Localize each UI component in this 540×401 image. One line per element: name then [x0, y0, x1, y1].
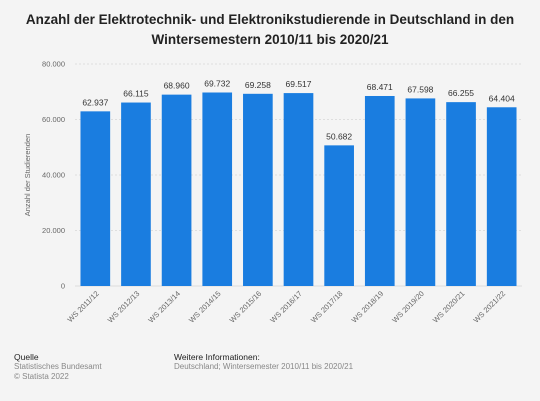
- x-tick-label: WS 2017/18: [309, 289, 345, 325]
- bar: [486, 107, 517, 286]
- data-label: 64.404: [489, 93, 515, 103]
- y-axis-ticks: 0 20.000 40.000 60.000 80.000: [42, 60, 65, 291]
- y-tick-label: 40.000: [42, 171, 65, 180]
- data-label: 66.115: [123, 89, 149, 99]
- bar: [405, 98, 436, 286]
- bar: [161, 94, 192, 286]
- data-label: 62.937: [82, 97, 108, 107]
- bar: [364, 95, 395, 286]
- x-tick-label: WS 2018/19: [350, 289, 386, 325]
- data-label: 69.732: [204, 78, 230, 88]
- bar: [446, 102, 476, 287]
- info-line: Deutschland; Wintersemester 2010/11 bis …: [174, 362, 354, 371]
- copyright-line: © Statista 2022: [14, 372, 69, 381]
- info-heading: Weitere Informationen:: [174, 352, 260, 362]
- data-label: 69.517: [286, 79, 312, 89]
- data-label: 68.471: [367, 82, 393, 92]
- y-tick-label: 60.000: [42, 115, 65, 124]
- data-labels: 62.937 66.115 68.960 69.732 69.258 69.517 50.6…: [82, 78, 515, 141]
- bar: [202, 92, 233, 286]
- source-heading: Quelle: [14, 352, 39, 362]
- data-label: 69.258: [245, 80, 271, 90]
- bar: [324, 145, 354, 286]
- source-line: Statistisches Bundesamt: [14, 362, 102, 371]
- x-axis-ticks: WS 2011/12 WS 2012/13 WS 2013/14 WS 2014/15…: [66, 289, 508, 325]
- bar: [121, 102, 151, 286]
- x-tick-label: WS 2013/14: [146, 289, 182, 325]
- y-tick-label: 0: [61, 282, 65, 291]
- bar: [80, 111, 111, 286]
- x-tick-label: WS 2020/21: [431, 289, 467, 325]
- data-label: 67.598: [407, 84, 433, 94]
- bar: [243, 93, 273, 286]
- y-axis-label: Anzahl der Studierenden: [23, 134, 32, 217]
- x-tick-label: WS 2012/13: [106, 289, 142, 325]
- source-block: Quelle Statistisches Bundesamt © Statist…: [14, 352, 102, 382]
- bar: [283, 93, 314, 286]
- x-tick-label: WS 2011/12: [66, 289, 101, 324]
- x-tick-label: WS 2015/16: [228, 289, 264, 325]
- data-label: 68.960: [164, 81, 190, 91]
- x-tick-label: WS 2021/22: [472, 289, 508, 325]
- chart-title: Anzahl der Elektrotechnik- und Elektroni…: [25, 12, 515, 47]
- x-tick-label: WS 2016/17: [268, 289, 304, 325]
- info-block: Weitere Informationen: Deutschland; Wint…: [174, 352, 353, 372]
- bars: [80, 92, 517, 287]
- y-tick-label: 80.000: [42, 60, 65, 69]
- y-tick-label: 20.000: [42, 226, 65, 235]
- x-tick-label: WS 2019/20: [390, 289, 426, 325]
- data-label: 50.682: [326, 131, 352, 141]
- x-tick-label: WS 2014/15: [187, 289, 223, 325]
- data-label: 66.255: [448, 88, 474, 98]
